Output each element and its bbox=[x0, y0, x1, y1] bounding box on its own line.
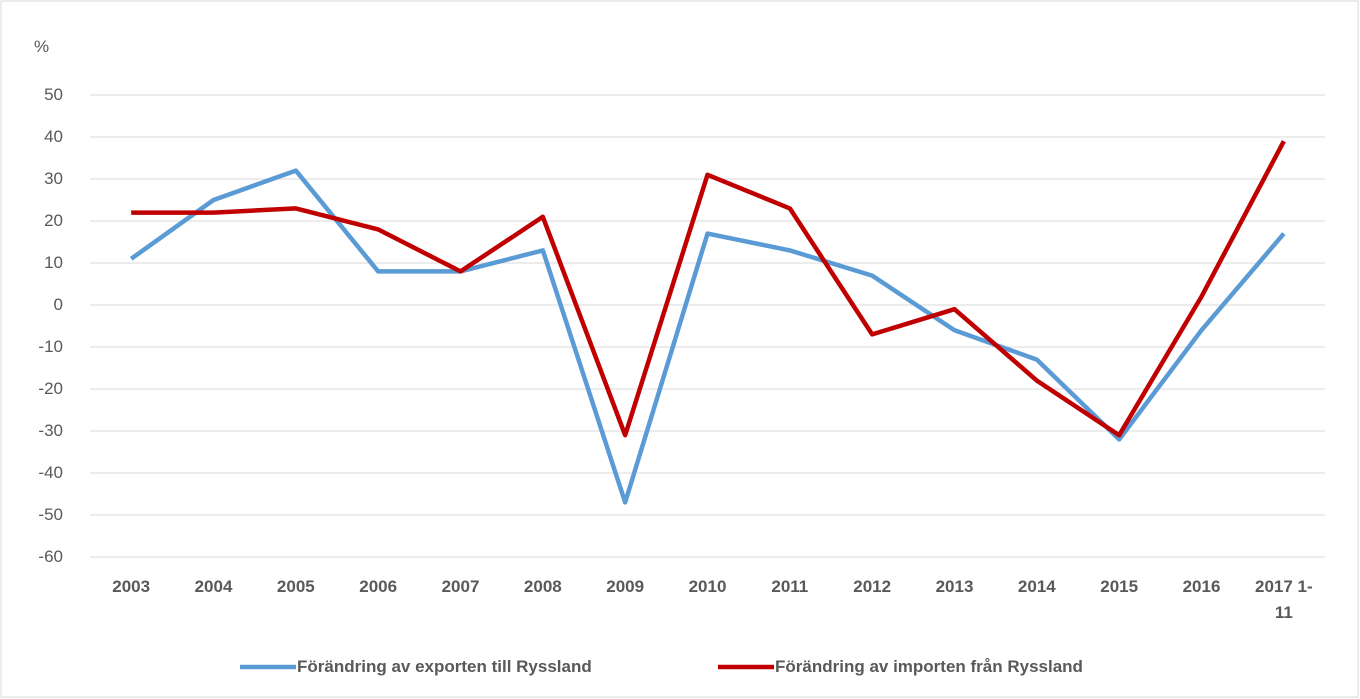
x-tick-label: 2012 bbox=[853, 577, 892, 596]
x-tick-label: 2005 bbox=[276, 577, 315, 596]
x-tick-label: 2011 bbox=[771, 577, 809, 596]
series-line bbox=[131, 140, 1286, 438]
x-tick-label: 2006 bbox=[359, 577, 398, 596]
y-axis-label: % bbox=[34, 37, 50, 56]
y-tick-label: -20 bbox=[38, 379, 63, 398]
y-tick-label: 50 bbox=[44, 85, 63, 104]
x-tick-label: 2017 1-11 bbox=[1254, 577, 1313, 622]
x-tick-label: 2004 bbox=[194, 577, 233, 596]
series-line bbox=[129, 168, 1286, 505]
y-tick-label: -50 bbox=[38, 505, 63, 524]
x-tick-label: 2007 bbox=[441, 577, 480, 596]
y-tick-label: 10 bbox=[44, 253, 63, 272]
x-tick-label: 2010 bbox=[688, 577, 727, 596]
y-tick-label: -10 bbox=[38, 337, 63, 356]
x-tick-label: 2013 bbox=[935, 577, 974, 596]
x-tick-label: 2003 bbox=[112, 577, 151, 596]
y-tick-label: 40 bbox=[44, 127, 63, 146]
x-tick-label: 2015 bbox=[1100, 577, 1139, 596]
legend-label: Förändring av importen från Ryssland bbox=[775, 657, 1083, 676]
x-tick-label: 2009 bbox=[606, 577, 645, 596]
x-tick-label: 2008 bbox=[523, 577, 562, 596]
x-tick-label: 2016 bbox=[1182, 577, 1221, 596]
legend-label: Förändring av exporten till Ryssland bbox=[297, 657, 592, 676]
y-tick-label: 30 bbox=[44, 169, 63, 188]
y-tick-label: -60 bbox=[38, 547, 63, 566]
y-tick-label: -40 bbox=[38, 463, 63, 482]
x-tick-label: 2014 bbox=[1017, 577, 1056, 596]
y-tick-label: 20 bbox=[44, 211, 63, 230]
y-tick-label: 0 bbox=[53, 295, 63, 314]
y-tick-label: -30 bbox=[38, 421, 63, 440]
